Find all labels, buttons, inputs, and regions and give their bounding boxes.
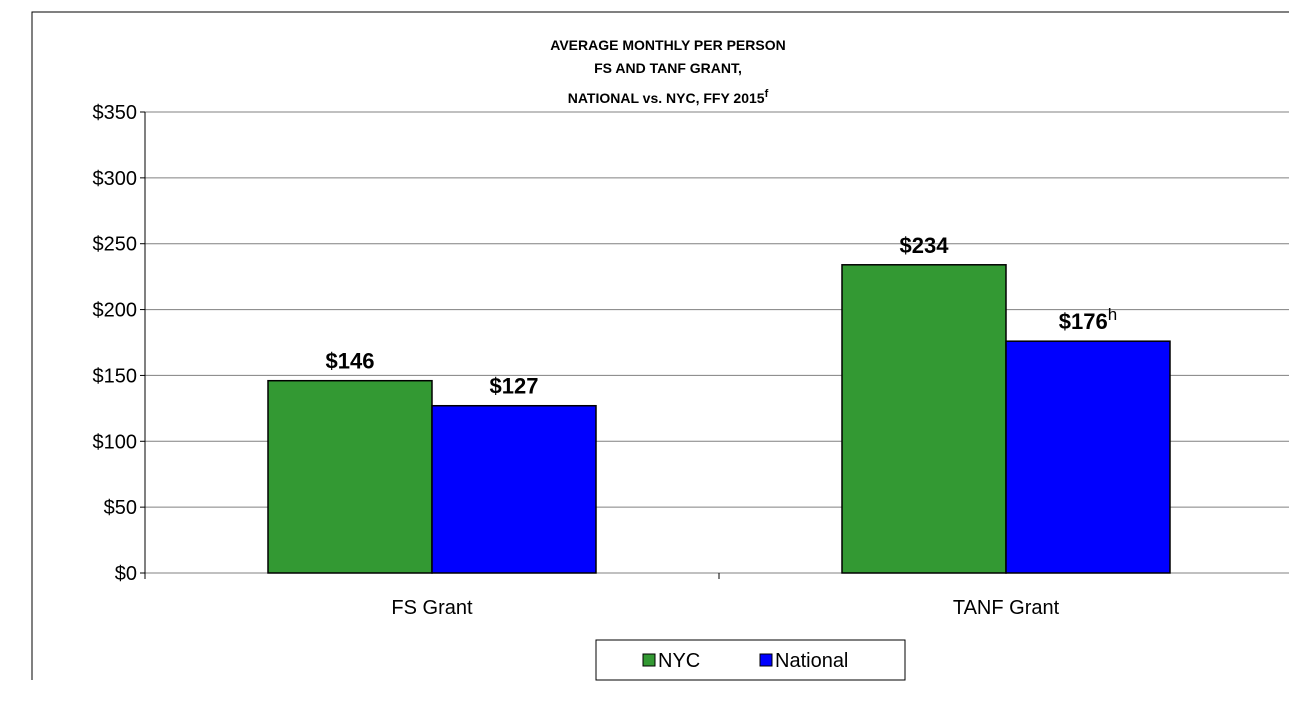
value-label: $127 xyxy=(490,374,539,399)
legend-label: NYC xyxy=(658,650,700,672)
chart-title: NATIONAL vs. NYC, FFY 2015 xyxy=(568,90,765,106)
value-label: $176 xyxy=(1059,309,1108,334)
y-tick-label: $200 xyxy=(93,300,138,322)
bar xyxy=(431,404,597,574)
y-tick-label: $300 xyxy=(93,168,138,190)
bar xyxy=(1005,340,1171,574)
legend-swatch xyxy=(759,653,773,667)
bar xyxy=(267,379,433,574)
value-label-note: h xyxy=(1108,305,1117,324)
value-label: $146 xyxy=(326,349,375,374)
value-label: $234 xyxy=(900,233,950,258)
y-tick-label: $0 xyxy=(115,563,137,585)
chart-title: AVERAGE MONTHLY PER PERSON xyxy=(550,37,785,53)
bar xyxy=(841,264,1007,574)
chart-title: NATIONAL vs. NYC, FFY 2015f xyxy=(568,88,769,106)
title-note: f xyxy=(765,88,769,100)
y-tick-label: $150 xyxy=(93,365,138,387)
value-label: $127 xyxy=(490,374,539,399)
x-tick-label: TANF Grant xyxy=(953,597,1060,619)
value-label: $234 xyxy=(900,233,950,258)
y-tick-label: $50 xyxy=(104,497,137,519)
value-label: $176h xyxy=(1059,305,1117,335)
legend xyxy=(595,639,906,681)
legend-label: National xyxy=(775,650,848,672)
value-label: $146 xyxy=(326,349,375,374)
y-tick-label: $100 xyxy=(93,431,138,453)
x-tick-label: FS Grant xyxy=(391,597,473,619)
legend-swatch xyxy=(642,653,656,667)
chart-frame xyxy=(31,11,1289,680)
y-tick-label: $350 xyxy=(93,102,138,124)
chart-title: FS AND TANF GRANT, xyxy=(594,60,742,76)
y-tick-label: $250 xyxy=(93,234,138,256)
